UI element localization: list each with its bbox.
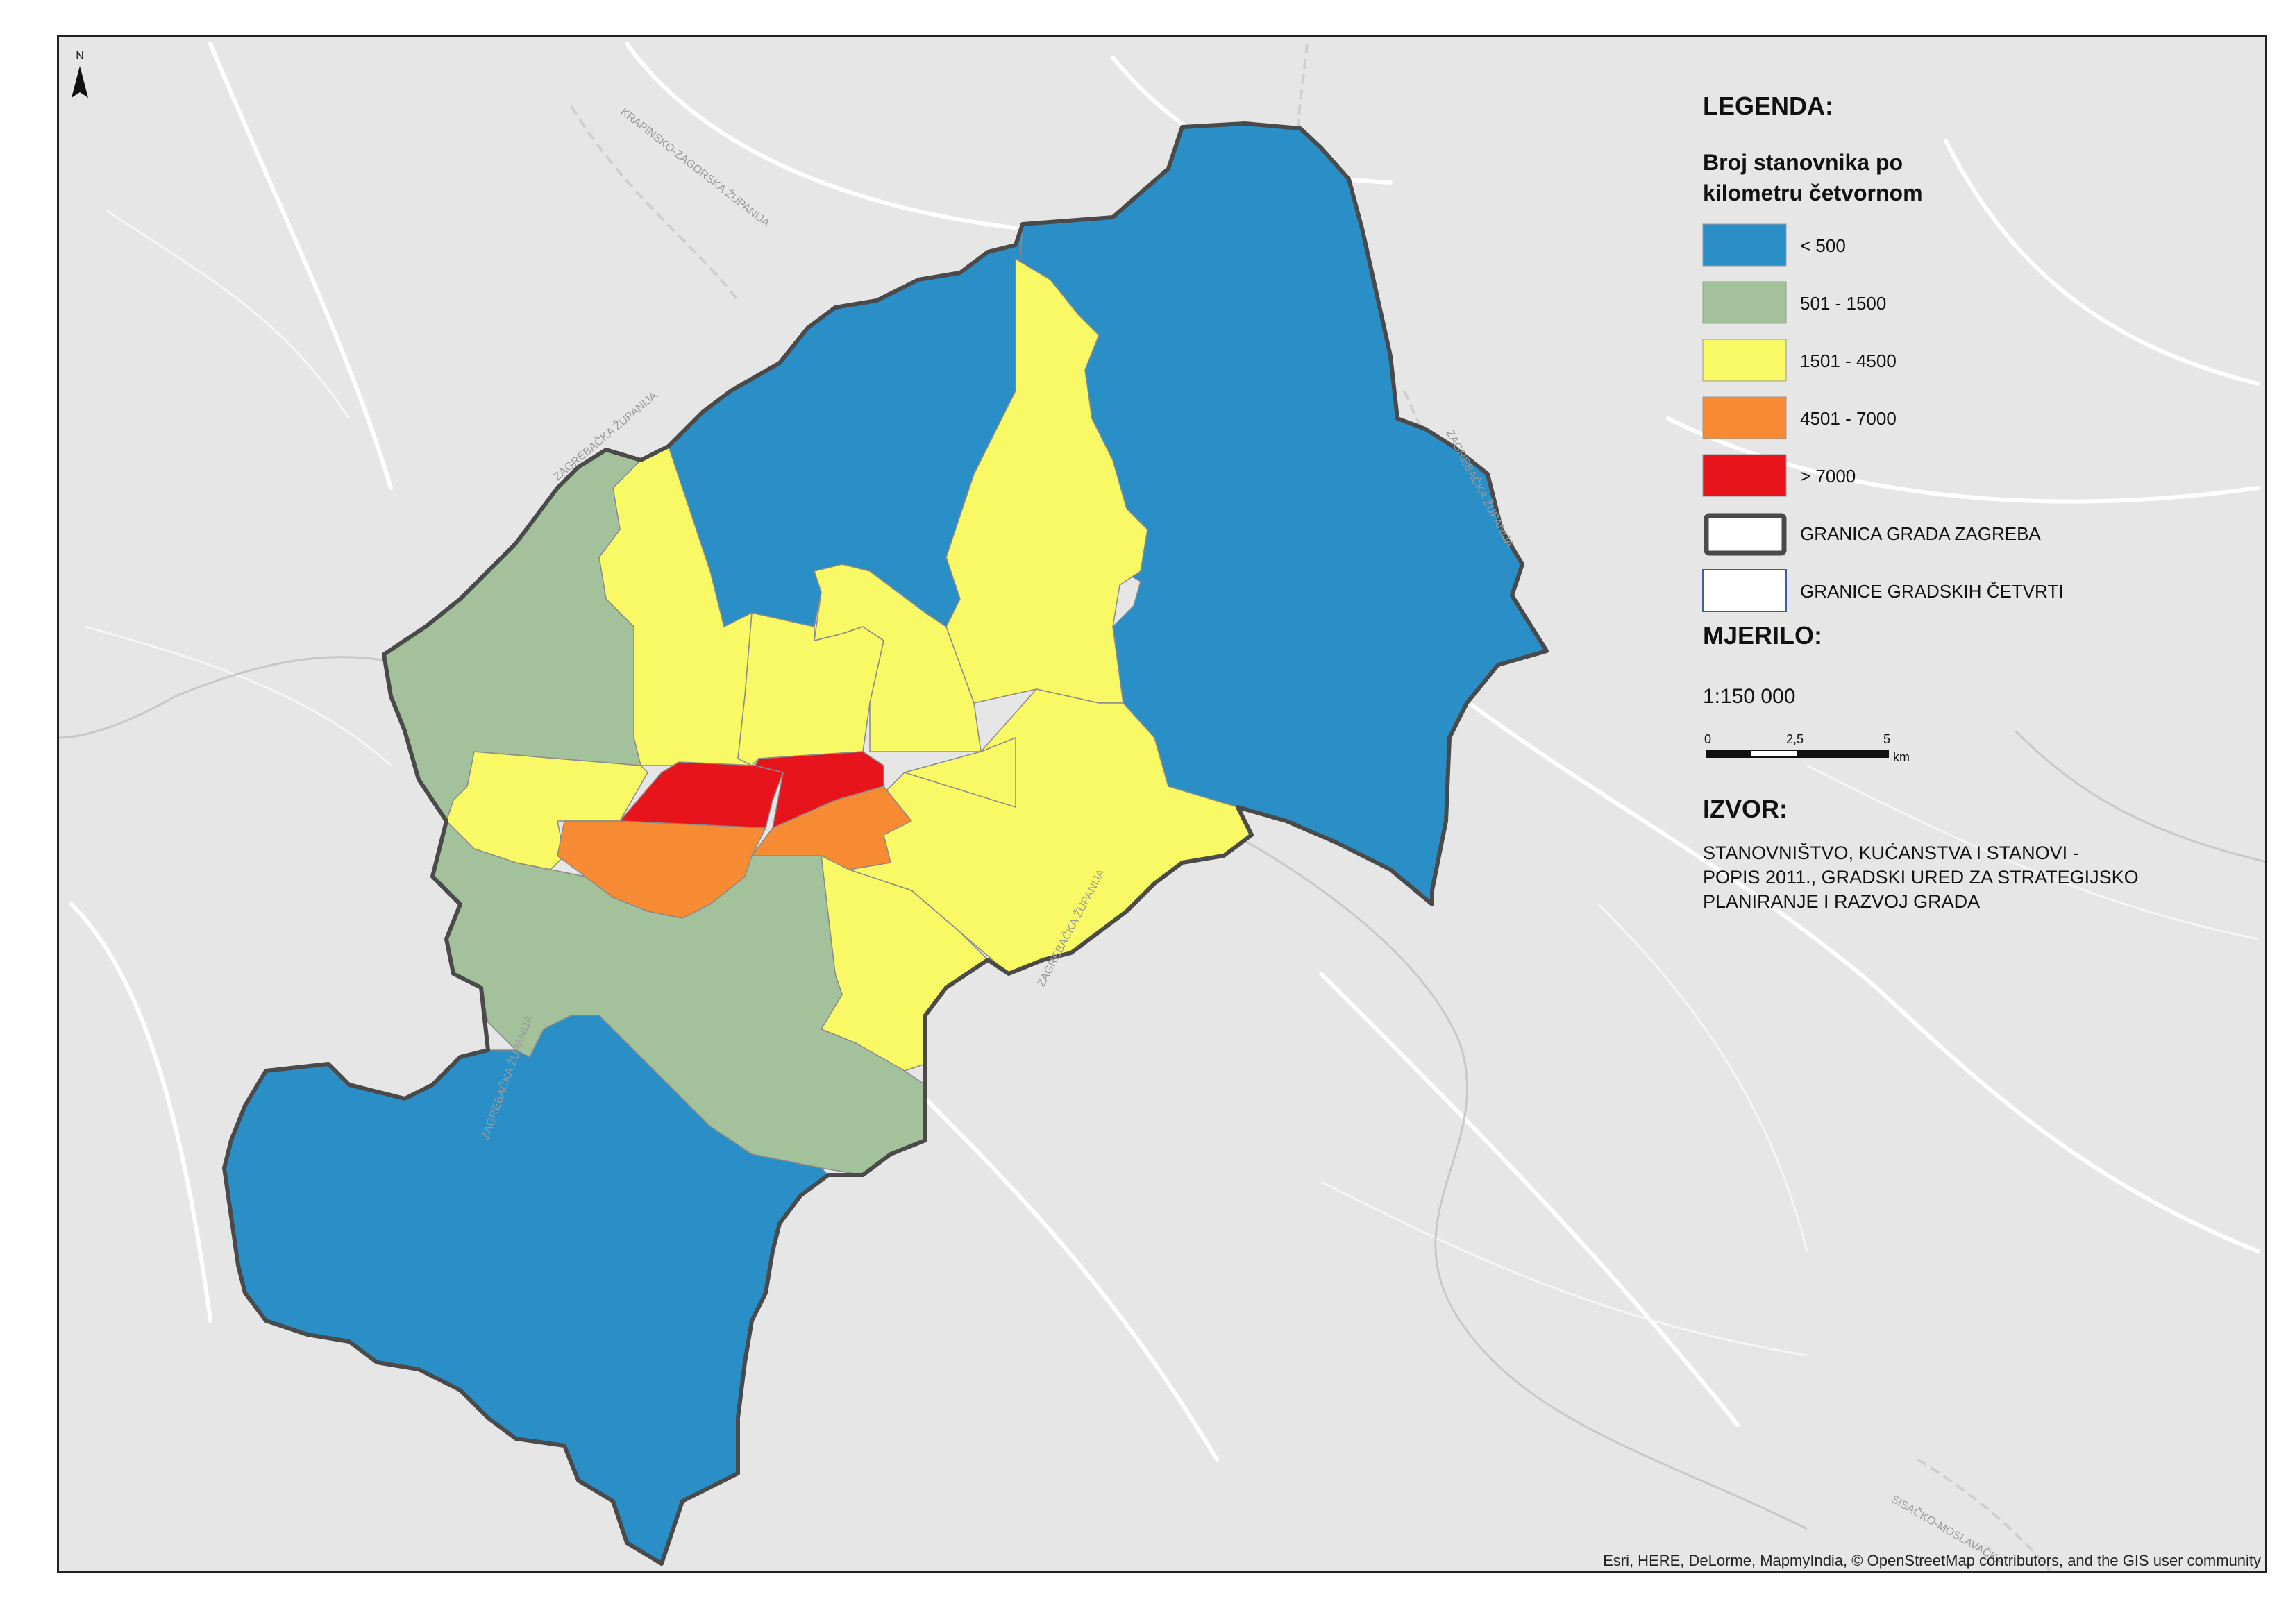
legend-swatch-city-boundary [1704, 513, 1787, 556]
legend-swatch-5 [1702, 454, 1787, 497]
district-e-yellow-2 [904, 737, 1016, 808]
legend-swatch-district-boundary [1702, 569, 1787, 612]
source-line-2: POPIS 2011., GRADSKI URED ZA STRATEGIJSK… [1703, 867, 2139, 888]
legend-label-district-boundary: GRANICE GRADSKIH ČETVRTI [1800, 581, 2063, 602]
source-title: IZVOR: [1703, 795, 1788, 823]
source-line-1: STANOVNIŠTVO, KUĆANSTVA I STANOVI - [1703, 842, 2079, 863]
legend-swatch-4 [1702, 396, 1787, 439]
source-line-3: PLANIRANJE I RAZVOJ GRADA [1703, 891, 1980, 912]
scale-tick-0: 0 [1704, 732, 1711, 746]
scale-tick-2: 5 [1883, 732, 1890, 746]
north-arrow-icon: N [72, 50, 88, 98]
city-boundary [222, 121, 1549, 1566]
legend-label-2: 501 - 1500 [1800, 293, 1886, 314]
legend-subtitle-2: kilometru četvornom [1703, 180, 1923, 205]
scale-tick-1: 2,5 [1786, 732, 1804, 746]
north-arrow-label: N [76, 50, 84, 62]
districts [224, 123, 1547, 1564]
legend-subtitle-1: Broj stanovnika po [1703, 150, 1903, 175]
scale: MJERILO: 1:150 000 0 2,5 5 km [1703, 621, 1910, 764]
basemap-county-borders [570, 43, 2051, 1571]
legend-label-city-boundary: GRANICA GRADA ZAGREBA [1800, 523, 2041, 544]
district-cn-yellow [737, 612, 884, 766]
source: IZVOR: STANOVNIŠTVO, KUĆANSTVA I STANOVI… [1703, 795, 2139, 912]
legend-label-3: 1501 - 4500 [1800, 350, 1897, 371]
legend-title: LEGENDA: [1703, 92, 1833, 120]
legend-swatch-2 [1702, 281, 1787, 324]
basemap-rivers [59, 656, 2265, 1530]
legend-label-4: 4501 - 7000 [1800, 408, 1897, 429]
attribution: Esri, HERE, DeLorme, MapmyIndia, © OpenS… [1603, 1552, 2261, 1569]
district-red-e [755, 751, 884, 829]
scale-title: MJERILO: [1703, 621, 1822, 650]
district-cn-yellow-2 [814, 564, 982, 752]
scale-unit: km [1893, 750, 1910, 764]
basemap-minor-roads [85, 209, 2259, 1357]
legend-swatch-1 [1702, 223, 1787, 267]
scale-ratio: 1:150 000 [1703, 685, 1795, 708]
legend: LEGENDA: Broj stanovnika po kilometru če… [1702, 92, 2063, 612]
map-frame: KRAPINSKO-ZAGORSKA ŽUPANIJA ZAGREBAČKA Ž… [57, 35, 2267, 1573]
scale-bar [1706, 750, 1889, 758]
legend-label-5: > 7000 [1800, 466, 1856, 487]
legend-label-1: < 500 [1800, 235, 1846, 256]
district-red-w [619, 761, 784, 829]
legend-swatch-3 [1702, 339, 1787, 382]
